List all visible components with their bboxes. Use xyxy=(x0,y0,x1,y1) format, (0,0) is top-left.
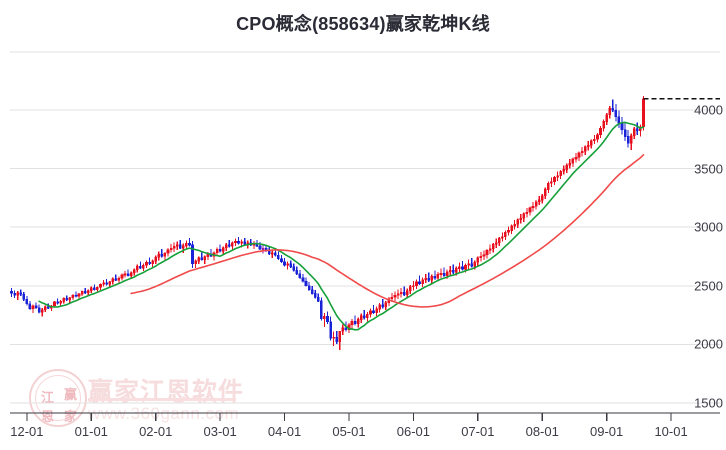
brand-seal-watermark: 江 赢 恩 家 xyxy=(29,369,87,427)
y-axis-tick-label: 4000 xyxy=(694,102,723,118)
y-axis-tick-label: 2500 xyxy=(694,278,723,294)
page-title: CPO概念(858634)赢家乾坤K线 xyxy=(236,14,490,34)
x-axis-tick-label: 09-01 xyxy=(590,424,624,439)
x-axis-tick-label: 06-01 xyxy=(396,424,431,439)
brand-watermark-text: 赢家江恩软件 xyxy=(88,377,245,406)
seal-ring xyxy=(35,375,81,421)
x-axis-tick-label: 07-01 xyxy=(461,424,495,439)
x-axis-tick-label: 08-01 xyxy=(525,424,559,439)
seal-char-4: 家 xyxy=(63,410,77,425)
seal-char-2: 赢 xyxy=(63,388,77,403)
y-axis-tick-label: 2000 xyxy=(694,336,723,352)
x-axis-tick-label: 03-01 xyxy=(203,424,237,439)
x-axis-tick-label: 05-01 xyxy=(332,424,366,439)
seal-char-3: 恩 xyxy=(40,410,54,425)
y-axis-tick-label: 3500 xyxy=(694,161,723,177)
y-axis-tick-label: 3000 xyxy=(694,219,723,235)
x-axis-tick-label: 02-01 xyxy=(139,424,173,439)
x-axis-tick-label: 12-01 xyxy=(10,424,44,439)
y-axis-tick-label: 1500 xyxy=(694,395,723,411)
watermark-divider xyxy=(88,398,236,401)
seal-char-1: 江 xyxy=(40,391,54,406)
x-axis-tick-label: 04-01 xyxy=(267,424,302,439)
x-axis-tick-label: 01-01 xyxy=(74,424,108,439)
x-axis-tick-label: 10-01 xyxy=(654,424,688,439)
